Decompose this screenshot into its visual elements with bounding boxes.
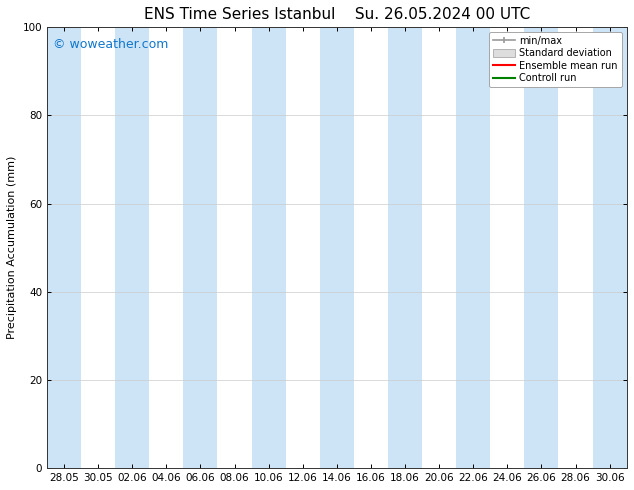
Bar <box>115 27 149 468</box>
Bar <box>593 27 626 468</box>
Y-axis label: Precipitation Accumulation (mm): Precipitation Accumulation (mm) <box>7 156 17 340</box>
Bar <box>47 27 81 468</box>
Bar <box>456 27 490 468</box>
Bar <box>320 27 354 468</box>
Bar <box>47 27 81 468</box>
Bar <box>593 27 626 468</box>
Title: ENS Time Series Istanbul    Su. 26.05.2024 00 UTC: ENS Time Series Istanbul Su. 26.05.2024 … <box>144 7 530 22</box>
Legend: min/max, Standard deviation, Ensemble mean run, Controll run: min/max, Standard deviation, Ensemble me… <box>489 32 622 87</box>
Text: © woweather.com: © woweather.com <box>53 38 168 51</box>
Bar <box>252 27 286 468</box>
Bar <box>183 27 217 468</box>
Bar <box>524 27 559 468</box>
Bar <box>388 27 422 468</box>
